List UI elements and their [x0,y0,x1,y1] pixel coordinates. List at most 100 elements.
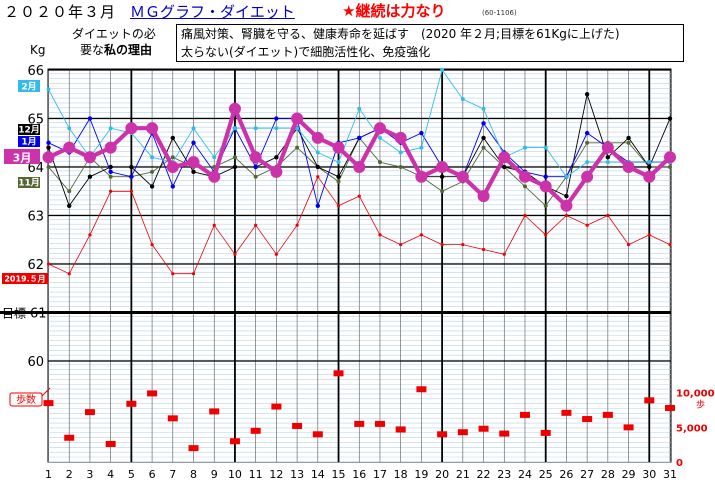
data-point-march [146,122,158,134]
data-point-dec [564,194,568,198]
data-point-may2019 [337,204,340,207]
data-point-march [270,166,282,178]
data-point-march [312,132,324,144]
data-point-may2019 [88,233,91,236]
data-point-feb [461,97,465,101]
data-point-march [436,161,448,173]
data-point-feb [150,155,154,159]
data-point-may2019 [233,253,236,256]
steps-bar [624,424,634,430]
x-tick-label: 27 [580,468,594,481]
data-point-dec [502,165,506,169]
data-point-march [208,171,220,183]
data-point-dec [88,175,92,179]
steps-axis-label: 0 [676,458,683,469]
steps-bar [189,445,199,451]
data-point-dec [233,165,237,169]
data-point-feb [274,126,278,130]
data-point-nov [171,155,175,159]
data-point-jan [171,184,175,188]
data-point-may2019 [544,233,547,236]
data-point-feb [254,126,258,130]
data-point-dec [150,184,154,188]
data-point-feb [585,160,589,164]
data-point-may2019 [399,243,402,246]
data-point-jan [191,141,195,145]
x-tick-label: 17 [373,468,387,481]
data-point-march [188,156,200,168]
x-tick-label: 13 [290,468,304,481]
data-point-march [84,151,96,163]
data-point-dec [626,136,630,140]
data-point-dec [440,175,444,179]
data-point-march [333,142,345,154]
data-point-march [250,151,262,163]
data-point-feb [419,146,423,150]
steps-bar [582,416,592,422]
data-point-march [105,142,117,154]
steps-bar [665,405,675,411]
data-point-dec [336,175,340,179]
data-point-jan [585,131,589,135]
data-point-may2019 [461,243,464,246]
series-label-feb: 2月 [21,82,36,93]
data-point-march [664,151,676,163]
steps-bar [209,408,219,414]
steps-bar [603,412,613,418]
steps-bar [64,435,74,441]
x-tick-label: 31 [663,468,677,481]
data-point-feb [233,126,237,130]
steps-bar [396,426,406,432]
steps-legend-label: 歩数 [16,393,36,406]
data-point-jan [253,165,257,169]
data-point-may2019 [586,224,589,227]
steps-bar [271,404,281,410]
data-point-may2019 [296,224,299,227]
data-point-march [353,161,365,173]
data-point-nov [233,155,237,159]
data-point-feb [440,68,444,72]
data-point-may2019 [316,175,319,178]
x-tick-label: 10 [228,468,242,481]
data-point-march [291,113,303,125]
data-point-feb [67,126,71,130]
data-point-march [623,161,635,173]
data-point-march [43,151,55,163]
reason-note-line2: 太らない(ダイエット)で細胞活性化、免疫強化 [181,43,679,61]
data-point-nov [668,165,672,169]
data-point-may2019 [420,233,423,236]
data-point-jan [481,121,485,125]
data-point-march [478,190,490,202]
data-point-may2019 [109,190,112,193]
steps-bar [106,441,116,447]
data-point-dec [647,165,651,169]
series-label-jan: 1月 [21,137,36,148]
data-point-feb [109,126,113,130]
data-point-march [519,171,531,183]
steps-bar [147,390,157,396]
data-point-feb [337,160,341,164]
data-point-nov [254,175,258,179]
x-tick-label: 12 [269,468,283,481]
target-label: 目標 [2,307,26,321]
x-tick-label: 21 [456,468,470,481]
steps-bar [85,409,95,415]
x-tick-label: 15 [332,468,346,481]
x-tick-label: 2 [66,468,73,481]
data-point-dec [191,170,195,174]
steps-axis-label: 10,000 [676,389,715,400]
data-point-may2019 [503,253,506,256]
data-point-feb [192,126,196,130]
x-tick-label: 25 [539,468,553,481]
data-point-march [229,103,241,115]
data-point-may2019 [648,233,651,236]
x-tick-label: 6 [149,468,156,481]
data-point-dec [316,165,320,169]
steps-bar [479,426,489,432]
x-tick-label: 20 [435,468,449,481]
data-point-may2019 [171,272,174,275]
x-tick-label: 9 [211,468,218,481]
x-tick-label: 3 [86,468,93,481]
steps-bar [313,431,323,437]
